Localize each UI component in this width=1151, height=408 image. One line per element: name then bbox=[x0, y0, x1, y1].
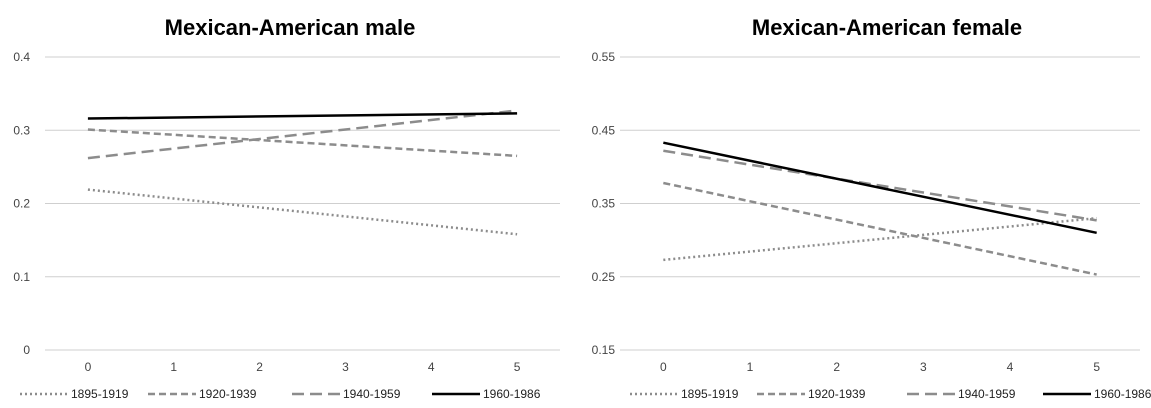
series-line-1940-1959 bbox=[663, 149, 1097, 222]
legend-label: 1920-1939 bbox=[808, 387, 866, 401]
x-tick-label: 5 bbox=[1093, 360, 1100, 374]
x-tick-label: 4 bbox=[1007, 360, 1014, 374]
y-tick-label: 0.25 bbox=[592, 270, 616, 284]
y-tick-label: 0.45 bbox=[592, 123, 616, 137]
series-line-1895-1919 bbox=[663, 216, 1097, 262]
x-tick-label: 1 bbox=[747, 360, 754, 374]
y-tick-label: 0.35 bbox=[592, 197, 616, 211]
x-tick-label: 0 bbox=[85, 360, 92, 374]
x-tick-label: 1 bbox=[170, 360, 177, 374]
y-tick-label: 0.2 bbox=[13, 197, 30, 211]
y-tick-label: 0 bbox=[23, 343, 30, 357]
legend-label: 1895-1919 bbox=[681, 387, 739, 401]
chart-male-svg: Mexican-American male 0 0.1 0.2 0.3 0.4 0 1 2 3 4… bbox=[13, 15, 560, 401]
x-tick-label: 2 bbox=[833, 360, 840, 374]
x-tick-label: 3 bbox=[342, 360, 349, 374]
legend-label: 1895-1919 bbox=[71, 387, 129, 401]
y-tick-label: 0.55 bbox=[592, 50, 616, 64]
legend-label: 1960-1986 bbox=[483, 387, 541, 401]
series-line-1920-1939 bbox=[87, 128, 518, 158]
legend-label: 1920-1939 bbox=[199, 387, 257, 401]
series-line-1960-1986 bbox=[663, 141, 1097, 235]
x-tick-label: 0 bbox=[660, 360, 667, 374]
series-line-1895-1919 bbox=[87, 188, 518, 236]
x-tick-label: 5 bbox=[514, 360, 521, 374]
legend-label: 1940-1959 bbox=[958, 387, 1016, 401]
y-tick-label: 0.1 bbox=[13, 270, 30, 284]
chart-title: Mexican-American female bbox=[752, 15, 1022, 40]
x-tick-label: 3 bbox=[920, 360, 927, 374]
y-tick-label: 0.4 bbox=[13, 50, 30, 64]
legend-label: 1960-1986 bbox=[1094, 387, 1151, 401]
chart-panel-female: Mexican-American female 0.15 0.25 0.35 0.45… bbox=[575, 0, 1151, 408]
chart-female-svg: Mexican-American female 0.15 0.25 0.35 0.45… bbox=[592, 15, 1151, 401]
series-line-1920-1939 bbox=[663, 181, 1097, 276]
x-tick-label: 4 bbox=[428, 360, 435, 374]
chart-title: Mexican-American male bbox=[165, 15, 416, 40]
legend-label: 1940-1959 bbox=[343, 387, 401, 401]
x-tick-label: 2 bbox=[256, 360, 263, 374]
y-tick-label: 0.3 bbox=[13, 123, 30, 137]
series-line-1960-1986 bbox=[87, 112, 518, 120]
y-tick-label: 0.15 bbox=[592, 343, 616, 357]
chart-panel-male: Mexican-American male 0 0.1 0.2 0.3 0.4 0 1 2 3 4… bbox=[0, 0, 575, 408]
